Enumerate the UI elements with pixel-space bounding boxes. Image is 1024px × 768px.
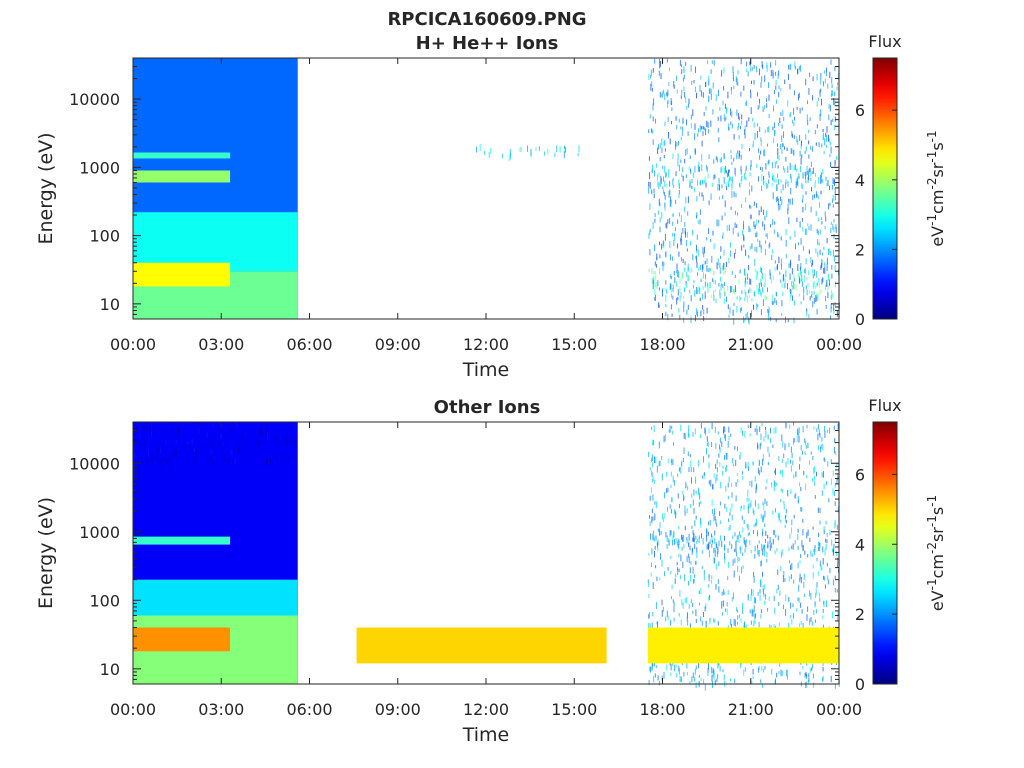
- flux-region-mid-energy: [133, 212, 298, 272]
- flux-region-band-20eV-late: [648, 266, 836, 304]
- y-tick-label: 10000: [69, 90, 120, 109]
- colorbar-tick-label: 6: [855, 101, 865, 120]
- y-tick-label: 1000: [79, 523, 120, 542]
- colorbar-title: Flux: [868, 396, 901, 415]
- colorbar-tick-label: 2: [855, 240, 865, 259]
- colorbar-tick-label: 2: [855, 605, 865, 624]
- x-tick-label: 15:00: [551, 700, 597, 719]
- flux-region-faint-noon: [476, 144, 580, 162]
- x-axis-ticks: 00:00 03:00 06:00 09:00 12:00 15:00 18:00 21:00…: [110, 58, 862, 354]
- x-tick-label: 06:00: [286, 335, 332, 354]
- flux-region-low-band-midday: [356, 627, 607, 664]
- y-axis-ticks: 10 100 1000 10000: [69, 421, 839, 685]
- y-tick-label: 10: [100, 660, 120, 679]
- x-axis-ticks: 00:00 03:00 06:00 09:00 12:00 15:00 18:00 21:00…: [110, 422, 862, 719]
- colorbar-tick-label: 6: [855, 465, 865, 484]
- flux-region-scattered-late: [648, 58, 840, 325]
- x-axis-label: Time: [462, 724, 510, 746]
- flux-region-low-band-early: [133, 627, 231, 652]
- heatmap-area: [133, 422, 840, 691]
- colorbar-title: Flux: [868, 32, 901, 51]
- colorbar-tick-label: 4: [855, 171, 865, 190]
- x-tick-label: 03:00: [198, 700, 244, 719]
- flux-region-high-energy-noise: [133, 422, 298, 467]
- x-tick-label: 00:00: [816, 700, 862, 719]
- y-axis-ticks: 10 100 1000 10000: [69, 57, 839, 320]
- flux-region-mid-energy: [133, 579, 298, 616]
- colorbar-units: eV-1cm-2sr-1s-1: [925, 495, 947, 611]
- y-tick-label: 100: [89, 227, 120, 246]
- colorbar-tick-label: 4: [855, 535, 865, 554]
- flux-region-band-700eV: [133, 170, 231, 183]
- x-tick-label: 21:00: [728, 335, 774, 354]
- x-tick-label: 12:00: [463, 700, 509, 719]
- colorbar: 0 2 4 6: [855, 421, 898, 694]
- x-tick-label: 18:00: [639, 700, 685, 719]
- colorbar: 0 2 4 6: [855, 57, 898, 329]
- spectrogram-panel-h-he: H+ He++ Ions 00:00 03:00 06:00 09:00 12:00 15…: [35, 32, 947, 381]
- y-axis-label: Energy (eV): [35, 497, 57, 609]
- x-tick-label: 00:00: [816, 335, 862, 354]
- x-tick-label: 15:00: [551, 335, 597, 354]
- panel-title: Other Ions: [434, 397, 541, 418]
- y-tick-label: 100: [89, 591, 120, 610]
- x-tick-label: 00:00: [110, 700, 156, 719]
- flux-region-low-band-early: [133, 262, 231, 287]
- x-tick-label: 21:00: [728, 700, 774, 719]
- flux-region-band-700eV-late: [652, 164, 828, 191]
- x-tick-label: 09:00: [375, 700, 421, 719]
- y-tick-label: 10000: [69, 454, 120, 473]
- x-axis-label: Time: [462, 359, 510, 381]
- figure-title: RPCICA160609.PNG: [387, 9, 586, 30]
- x-tick-label: 06:00: [286, 700, 332, 719]
- x-tick-label: 12:00: [463, 335, 509, 354]
- y-tick-label: 1000: [79, 158, 120, 177]
- y-tick-label: 10: [100, 295, 120, 314]
- colorbar-units: eV-1cm-2sr-1s-1: [925, 130, 947, 246]
- spectrogram-panel-other: Other Ions 00:00 03:00 06:00 09:00 12:00 15:0…: [35, 396, 947, 746]
- panel-title: H+ He++ Ions: [416, 33, 559, 54]
- x-tick-label: 03:00: [198, 335, 244, 354]
- y-axis-label: Energy (eV): [35, 132, 57, 244]
- flux-region-band-700eV-late: [650, 529, 834, 556]
- flux-region-low-band-late: [647, 627, 839, 664]
- x-tick-label: 09:00: [375, 335, 421, 354]
- flux-region-band-1500eV: [133, 152, 231, 159]
- colorbar-tick-label: 0: [855, 675, 865, 694]
- colorbar-tick-label: 0: [855, 310, 865, 329]
- heatmap-area: [133, 58, 840, 325]
- x-tick-label: 00:00: [110, 335, 156, 354]
- x-tick-label: 18:00: [639, 335, 685, 354]
- flux-region-band-700eV: [133, 536, 231, 545]
